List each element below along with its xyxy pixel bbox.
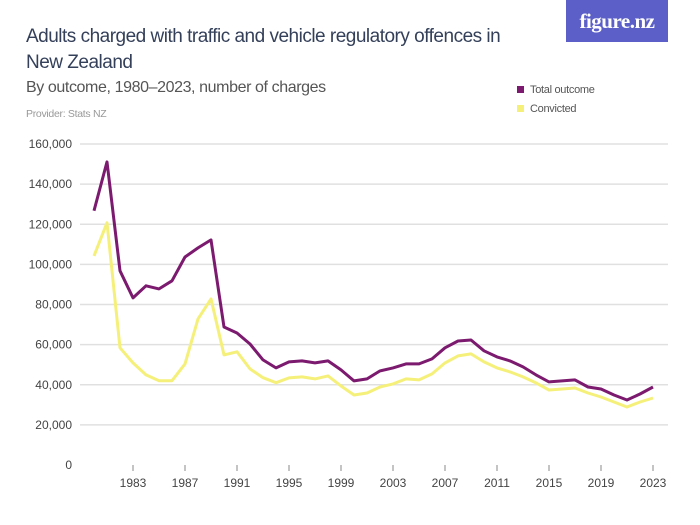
- legend-item-total: Total outcome: [517, 80, 595, 99]
- legend-label-convicted: Convicted: [530, 102, 577, 115]
- x-tick-label: 1995: [276, 476, 303, 490]
- x-tick-label: 2003: [380, 476, 407, 490]
- y-tick-label: 20,000: [35, 418, 72, 432]
- x-tick-label: 2019: [588, 476, 615, 490]
- series-line-convicted: [92, 221, 654, 409]
- y-tick-label: 120,000: [29, 217, 73, 231]
- y-tick-label: 0: [65, 458, 72, 472]
- legend-item-convicted: Convicted: [517, 99, 595, 118]
- legend: Total outcome Convicted: [517, 80, 595, 118]
- x-tick-label: 2015: [536, 476, 563, 490]
- x-tick-label: 2011: [484, 476, 510, 490]
- series-line-total-outcome: [92, 160, 654, 402]
- y-tick-label: 40,000: [35, 378, 72, 392]
- legend-swatch-total: [517, 86, 524, 93]
- legend-swatch-convicted: [517, 105, 524, 112]
- y-tick-label: 60,000: [35, 338, 72, 352]
- x-tick-label: 2023: [640, 476, 667, 490]
- x-tick-label: 1987: [172, 476, 199, 490]
- x-tick-label: 1983: [120, 476, 147, 490]
- y-tick-label: 80,000: [35, 298, 72, 312]
- chart-title: Adults charged with traffic and vehicle …: [26, 26, 501, 73]
- figure-nz-logo[interactable]: figure.nz: [566, 0, 668, 42]
- y-tick-label: 100,000: [29, 257, 73, 271]
- legend-label-total: Total outcome: [530, 83, 595, 96]
- x-tick-label: 2007: [432, 476, 459, 490]
- chart-subtitle: By outcome, 1980–2023, number of charges: [26, 79, 326, 96]
- x-tick-label: 1991: [224, 476, 251, 490]
- y-tick-label: 140,000: [29, 177, 73, 191]
- provider-label: Provider: Stats NZ: [26, 108, 107, 120]
- x-tick-label: 1999: [328, 476, 355, 490]
- y-tick-label: 160,000: [29, 137, 73, 151]
